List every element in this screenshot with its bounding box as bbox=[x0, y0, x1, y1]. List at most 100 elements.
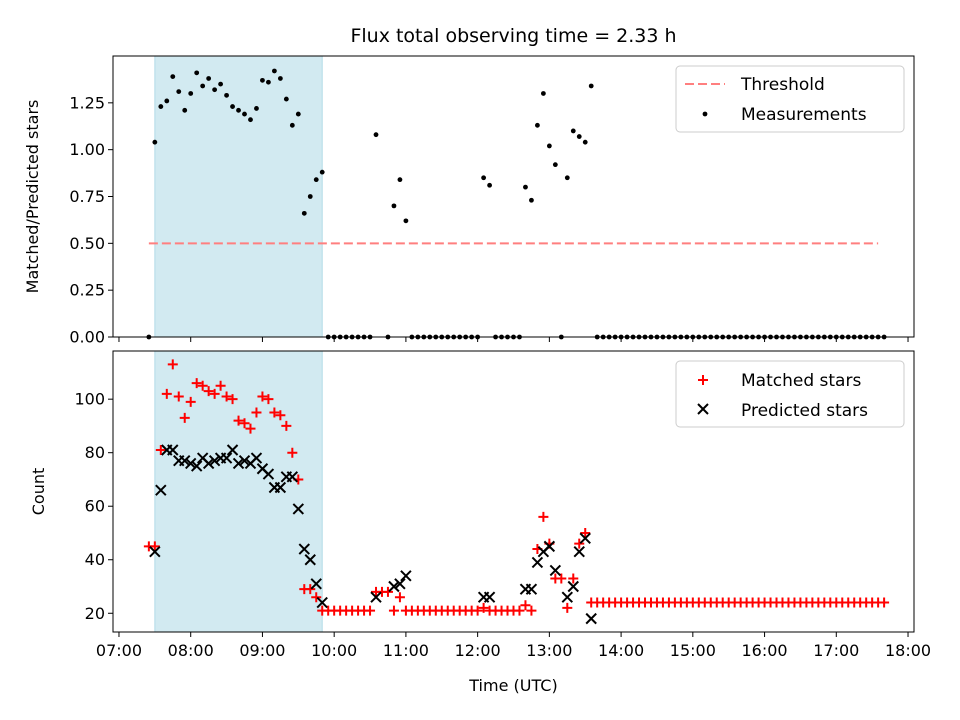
data-point-plus bbox=[879, 597, 890, 608]
x-tick-label: 07:00 bbox=[96, 641, 142, 660]
legend-predicted-swatch bbox=[697, 403, 709, 415]
data-point bbox=[403, 218, 409, 224]
data-point bbox=[481, 175, 487, 181]
data-point-plus bbox=[394, 592, 405, 603]
data-point-plus bbox=[167, 359, 178, 370]
data-point-x bbox=[185, 457, 197, 470]
data-point-plus bbox=[478, 602, 489, 613]
legend-matched-label: Matched stars bbox=[741, 371, 861, 391]
data-point-plus bbox=[472, 605, 483, 616]
data-point-x bbox=[561, 591, 574, 603]
data-point bbox=[254, 106, 259, 111]
data-point-plus bbox=[185, 396, 196, 407]
shaded-interval bbox=[154, 55, 323, 338]
data-point-x bbox=[310, 578, 322, 590]
data-point-x bbox=[190, 460, 203, 472]
data-point-plus bbox=[251, 407, 262, 418]
data-point-x bbox=[262, 468, 275, 480]
data-point bbox=[570, 128, 576, 134]
data-point-plus bbox=[245, 423, 256, 434]
data-point bbox=[295, 111, 301, 117]
data-point bbox=[230, 104, 235, 109]
data-point-x bbox=[370, 591, 382, 603]
y-tick-label: 1.00 bbox=[69, 140, 105, 159]
x-tick-label: 09:00 bbox=[239, 641, 285, 660]
data-point-plus bbox=[382, 586, 393, 597]
x-tick-label: 17:00 bbox=[813, 641, 859, 660]
data-point bbox=[242, 111, 247, 117]
data-point bbox=[576, 134, 582, 139]
data-point-plus bbox=[514, 605, 525, 616]
data-point bbox=[289, 122, 295, 128]
data-point bbox=[218, 81, 223, 87]
data-point bbox=[523, 184, 528, 190]
data-point bbox=[182, 107, 188, 113]
data-point bbox=[319, 169, 325, 175]
data-point-plus bbox=[173, 391, 184, 402]
data-point-x bbox=[531, 556, 544, 569]
data-point-x bbox=[298, 543, 310, 555]
series-predicted-stars bbox=[149, 444, 597, 625]
data-point-plus bbox=[269, 407, 280, 418]
y-tick-label: 20 bbox=[85, 604, 105, 623]
data-point-plus bbox=[520, 600, 531, 611]
data-point-plus bbox=[562, 602, 573, 613]
data-point-plus bbox=[526, 605, 537, 616]
data-point bbox=[301, 210, 307, 216]
data-point bbox=[373, 132, 379, 138]
data-point-plus bbox=[233, 415, 244, 426]
legend-box bbox=[675, 65, 905, 133]
data-point-x bbox=[579, 532, 591, 545]
y-axis-label: Count bbox=[29, 468, 48, 516]
x-tick-label: 11:00 bbox=[383, 641, 429, 660]
data-point-plus bbox=[538, 511, 549, 522]
data-point-plus bbox=[155, 445, 166, 456]
data-point-plus bbox=[311, 592, 322, 603]
data-point-plus bbox=[179, 412, 190, 423]
data-point-plus bbox=[161, 388, 172, 399]
data-point bbox=[283, 96, 289, 102]
data-point bbox=[248, 117, 253, 123]
data-point-x bbox=[400, 570, 412, 582]
data-point-x bbox=[286, 471, 299, 483]
data-point-plus bbox=[287, 447, 298, 458]
data-point bbox=[588, 83, 594, 89]
data-point-x bbox=[155, 484, 167, 496]
data-point bbox=[176, 89, 182, 94]
data-point-plus bbox=[203, 386, 214, 397]
x-axis-label: Time (UTC) bbox=[468, 676, 557, 695]
data-point bbox=[188, 91, 194, 96]
data-point-x bbox=[179, 455, 191, 467]
x-tick-label: 14:00 bbox=[598, 641, 644, 660]
data-point bbox=[194, 70, 200, 76]
data-point bbox=[535, 122, 540, 128]
data-point-plus bbox=[215, 380, 226, 391]
data-point-x bbox=[292, 503, 305, 515]
legend-matched-swatch bbox=[698, 375, 708, 385]
data-point bbox=[277, 76, 283, 81]
series-matched-stars bbox=[143, 359, 890, 616]
legend-measurements-label: Measurements bbox=[741, 105, 867, 125]
data-point-plus bbox=[305, 584, 316, 595]
data-point-plus bbox=[209, 388, 220, 399]
plot-frame bbox=[112, 350, 915, 633]
shaded-interval bbox=[154, 350, 323, 633]
chart-title: Flux total observing time = 2.33 h bbox=[350, 25, 676, 47]
data-point-x bbox=[149, 546, 161, 558]
data-point bbox=[397, 177, 403, 183]
data-point bbox=[546, 143, 552, 149]
data-point bbox=[487, 182, 492, 188]
x-tick-label: 12:00 bbox=[455, 641, 501, 660]
data-point-plus bbox=[257, 391, 268, 402]
data-point bbox=[164, 98, 170, 104]
data-point-x bbox=[220, 452, 233, 464]
data-point bbox=[313, 177, 319, 183]
x-tick-label: 16:00 bbox=[742, 641, 788, 660]
data-point-plus bbox=[149, 541, 160, 552]
data-point-plus bbox=[227, 394, 238, 405]
y-tick-label: 0.75 bbox=[69, 187, 105, 206]
data-point-x bbox=[167, 444, 179, 456]
data-point-x bbox=[567, 580, 579, 593]
data-point bbox=[266, 79, 271, 85]
